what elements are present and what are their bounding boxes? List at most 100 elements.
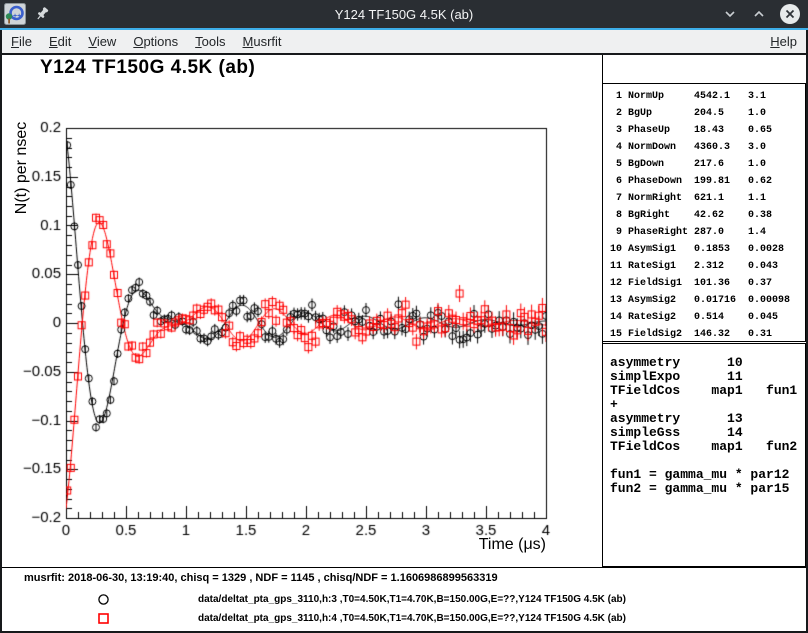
param-name: PhaseUp [628, 122, 694, 139]
param-value: 204.5 [694, 105, 748, 122]
theory-text: asymmetry 10 simplExpo 11 TFieldCos map1… [603, 344, 805, 496]
square-marker-icon [97, 612, 110, 630]
fit-info-panel: musrfit: 2018-06-30, 13:19:40, chisq = 1… [2, 567, 806, 631]
param-name: AsymSig2 [628, 292, 694, 309]
param-value: 146.32 [694, 326, 748, 342]
param-name: NormUp [628, 88, 694, 105]
menu-item-musrfit[interactable]: Musrfit [237, 31, 288, 52]
param-error: 0.31 [748, 329, 772, 340]
menu-item-edit[interactable]: Edit [43, 31, 77, 52]
param-error: 1.0 [748, 159, 766, 170]
chevron-down-icon [723, 7, 737, 21]
param-error: 1.4 [748, 227, 766, 238]
param-number: 2 [610, 105, 622, 122]
param-row: 11 RateSig12.3120.043 [610, 258, 805, 275]
param-name: FieldSig2 [628, 326, 694, 342]
maximize-button[interactable] [751, 6, 767, 22]
param-row: 1NormUp4542.13.1 [610, 88, 805, 105]
param-name: PhaseDown [628, 173, 694, 190]
circle-marker-icon [97, 593, 110, 611]
legend-label: data/deltat_pta_gps_3110,h:4 ,T0=4.50K,T… [198, 613, 626, 624]
param-number: 10 [610, 241, 622, 258]
window-title: Y124 TF150G 4.5K (ab) [0, 7, 808, 22]
param-name: BgRight [628, 207, 694, 224]
param-row: 5BgDown217.61.0 [610, 156, 805, 173]
plot-pad: Y124 TF150G 4.5K (ab) N(t) per nsec Time… [2, 55, 602, 567]
param-name: PhaseRight [628, 224, 694, 241]
close-button[interactable] [780, 4, 800, 24]
param-number: 4 [610, 139, 622, 156]
param-row: 10 AsymSig10.18530.0028 [610, 241, 805, 258]
param-name: AsymSig1 [628, 241, 694, 258]
param-name: RateSig2 [628, 309, 694, 326]
param-name: NormRight [628, 190, 694, 207]
theory-box: asymmetry 10 simplExpo 11 TFieldCos map1… [602, 343, 806, 567]
root-app-icon[interactable]: ++ [4, 3, 26, 25]
param-error: 0.62 [748, 176, 772, 187]
param-value: 621.1 [694, 190, 748, 207]
param-error: 0.37 [748, 278, 772, 289]
param-error: 3.0 [748, 142, 766, 153]
root-canvas: Y124 TF150G 4.5K (ab) N(t) per nsec Time… [2, 53, 806, 631]
param-name: NormDown [628, 139, 694, 156]
menu-item-help[interactable]: Help [764, 31, 803, 52]
pin-icon[interactable] [34, 6, 50, 22]
param-value: 42.62 [694, 207, 748, 224]
x-axis-title: Time (μs) [2, 536, 546, 554]
param-row: 3 PhaseUp18.430.65 [610, 122, 805, 139]
menu-item-options[interactable]: Options [127, 31, 184, 52]
param-number: 12 [610, 275, 622, 292]
param-error: 0.38 [748, 210, 772, 221]
param-number: 6 [610, 173, 622, 190]
y-axis-title: N(t) per nsec [13, 122, 31, 214]
param-row: 4NormDown4360.33.0 [610, 139, 805, 156]
musrfit-window: ++ Y124 TF150G 4.5K (ab) [0, 0, 808, 633]
param-row: 7 NormRight621.11.1 [610, 190, 805, 207]
param-row: 2BgUp204.51.0 [610, 105, 805, 122]
param-row: 8 BgRight42.620.38 [610, 207, 805, 224]
param-value: 4542.1 [694, 88, 748, 105]
param-value: 199.81 [694, 173, 748, 190]
legend-row: data/deltat_pta_gps_3110,h:4 ,T0=4.50K,T… [2, 611, 806, 627]
param-error: 0.65 [748, 125, 772, 136]
param-number: 3 [610, 122, 622, 139]
menu-item-view[interactable]: View [82, 31, 122, 52]
plot-canvas[interactable] [2, 55, 602, 567]
fit-info-text: musrfit: 2018-06-30, 13:19:40, chisq = 1… [24, 572, 498, 584]
param-row: 6 PhaseDown199.810.62 [610, 173, 805, 190]
param-number: 11 [610, 258, 622, 275]
param-number: 1 [610, 88, 622, 105]
legend-label: data/deltat_pta_gps_3110,h:3 ,T0=4.50K,T… [198, 594, 626, 605]
param-error: 0.00098 [748, 295, 790, 306]
param-name: BgDown [628, 156, 694, 173]
menu-item-tools[interactable]: Tools [189, 31, 231, 52]
param-error: 1.1 [748, 193, 766, 204]
minimize-button[interactable] [722, 6, 738, 22]
plot-title: Y124 TF150G 4.5K (ab) [40, 57, 255, 79]
param-value: 2.312 [694, 258, 748, 275]
param-error: 0.043 [748, 261, 778, 272]
param-row: 9PhaseRight287.01.4 [610, 224, 805, 241]
param-value: 18.43 [694, 122, 748, 139]
param-number: 7 [610, 190, 622, 207]
legend-row: data/deltat_pta_gps_3110,h:3 ,T0=4.50K,T… [2, 592, 806, 608]
menubar: File Edit View Options Tools Musrfit Hel… [2, 30, 806, 53]
param-name: FieldSig1 [628, 275, 694, 292]
param-row: 13AsymSig20.017160.00098 [610, 292, 805, 309]
parameter-table: 1NormUp4542.13.12BgUp204.51.03PhaseUp18.… [602, 83, 806, 342]
chevron-up-icon [752, 7, 766, 21]
param-number: 9 [610, 224, 622, 241]
param-error: 1.0 [748, 108, 766, 119]
param-error: 0.0028 [748, 244, 784, 255]
svg-text:++: ++ [13, 13, 21, 20]
close-icon [784, 8, 796, 20]
param-row: 15 FieldSig2146.320.31 [610, 326, 805, 342]
param-number: 8 [610, 207, 622, 224]
param-number: 15 [610, 326, 622, 342]
param-value: 0.1853 [694, 241, 748, 258]
menu-item-file[interactable]: File [5, 31, 38, 52]
param-value: 217.6 [694, 156, 748, 173]
param-value: 101.36 [694, 275, 748, 292]
param-value: 0.514 [694, 309, 748, 326]
param-name: RateSig1 [628, 258, 694, 275]
